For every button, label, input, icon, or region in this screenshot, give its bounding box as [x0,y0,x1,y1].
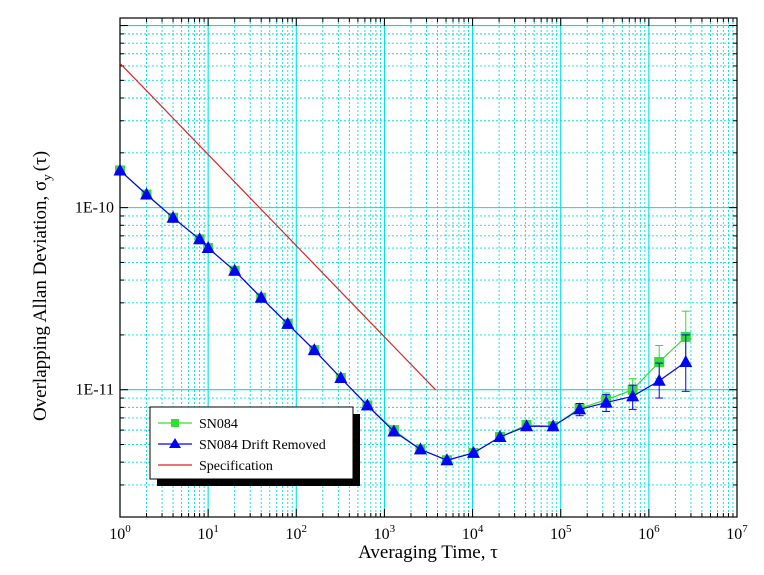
data-point-triangle [387,424,401,437]
legend-marker-drift-removed [169,438,181,448]
data-point-triangle [166,210,180,223]
x-tick-label: 107 [726,523,748,543]
x-tick-label-base: 10 [109,526,125,543]
x-tick-label-base: 10 [462,526,478,543]
x-tick-label-base: 10 [197,526,213,543]
x-tick-label-base: 10 [550,526,566,543]
data-point-triangle [546,419,560,432]
x-tick-label: 102 [286,523,308,543]
series-line [119,62,436,391]
data-point-triangle [140,187,154,200]
series-sn084-drift-removed [113,163,693,466]
x-tick-label-base: 10 [638,526,654,543]
x-tick-label: 101 [197,523,219,543]
x-tick-label-exponent: 4 [478,523,484,535]
x-tick-label-exponent: 1 [213,523,219,535]
data-point-triangle [360,398,374,411]
data-point-square [654,356,665,367]
x-axis-title: Averaging Time, τ [358,542,498,563]
series-specification [119,62,436,391]
x-tick-label: 105 [550,523,572,543]
y-axis-title-subscript: y [39,174,54,181]
legend-label-specification: Specification [199,459,273,474]
x-tick-label-exponent: 0 [125,523,131,535]
data-point-triangle [254,290,268,303]
data-point-triangle [440,453,454,466]
series [113,62,693,466]
x-tick-label-base: 10 [374,526,390,543]
data-point-triangle [573,402,587,415]
x-tick-label: 100 [109,523,131,543]
data-point-triangle [201,241,215,254]
data-point-triangle [228,263,242,276]
y-tick-label: 1E-10 [75,200,114,217]
x-tick-label: 104 [462,523,484,543]
legend: SN084 SN084 Drift Removed Specification [149,406,360,486]
grid [119,18,738,518]
x-tick-label: 106 [638,523,660,543]
data-point-triangle [466,445,480,458]
y-axis-title-tail: (τ) [30,151,51,171]
y-axis-title-main: Overlapping Allan Deviation, σ [30,181,51,421]
data-point-triangle [193,232,207,245]
legend-label-sn084: SN084 [199,417,238,432]
data-point-triangle [113,163,127,176]
data-point-triangle [307,343,321,356]
x-tick-label-exponent: 2 [302,523,308,535]
y-axis-title: Overlapping Allan Deviation, σy (τ) [30,151,54,421]
data-point-triangle [334,370,348,383]
data-point-triangle [413,442,427,455]
legend-marker-sn084 [171,419,179,427]
legend-box [149,406,354,480]
plot-frame [119,17,738,518]
data-point-triangle [281,316,295,329]
data-point-triangle [493,430,507,443]
x-tick-label-base: 10 [286,526,302,543]
x-tick-label-exponent: 3 [390,523,396,535]
x-tick-label-exponent: 7 [742,523,748,535]
y-tick-label: 1E-11 [75,382,114,399]
x-tick-label-exponent: 6 [654,523,660,535]
data-point-triangle [679,354,693,367]
data-point-triangle [626,389,640,402]
data-point-triangle [520,419,534,432]
legend-label-drift-removed: SN084 Drift Removed [199,438,326,453]
data-point-triangle [599,395,613,408]
x-tick-label: 103 [374,523,396,543]
data-point-triangle [652,373,666,386]
x-tick-label-exponent: 5 [566,523,572,535]
x-tick-label-base: 10 [726,526,742,543]
